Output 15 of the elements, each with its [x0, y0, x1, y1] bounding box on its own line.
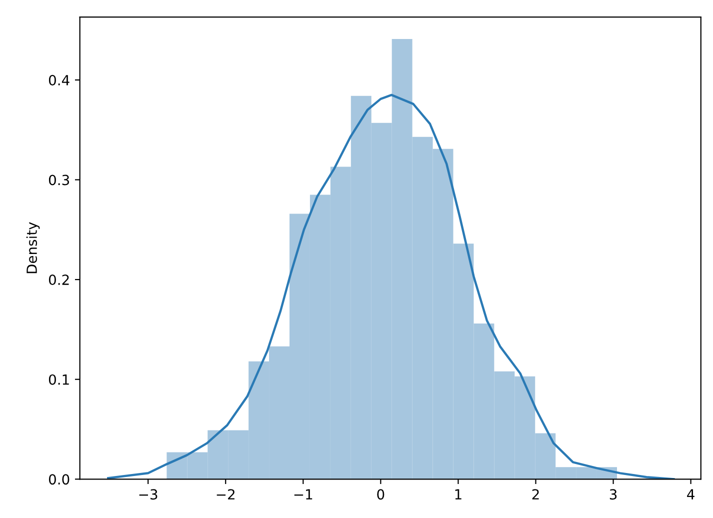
y-tick-label: 0.2	[48, 274, 69, 286]
y-tick-label: 0.4	[48, 74, 70, 86]
line-series	[107, 94, 675, 480]
x-tick-label: −2	[216, 489, 234, 500]
x-tick-label: 3	[610, 489, 617, 500]
x-tick-label: 0	[377, 489, 384, 500]
x-tick-label: 1	[455, 489, 462, 500]
y-tick-label: 0.0	[48, 474, 70, 485]
y-tick-label: 0.3	[48, 174, 70, 186]
x-tick-label: 4	[687, 489, 694, 500]
x-tick-label: −3	[139, 489, 158, 500]
x-tick-label: −1	[294, 489, 312, 500]
y-axis-title: Density	[26, 222, 40, 274]
y-tick-label: 0.1	[48, 374, 69, 385]
x-tick-label: 2	[532, 489, 539, 500]
